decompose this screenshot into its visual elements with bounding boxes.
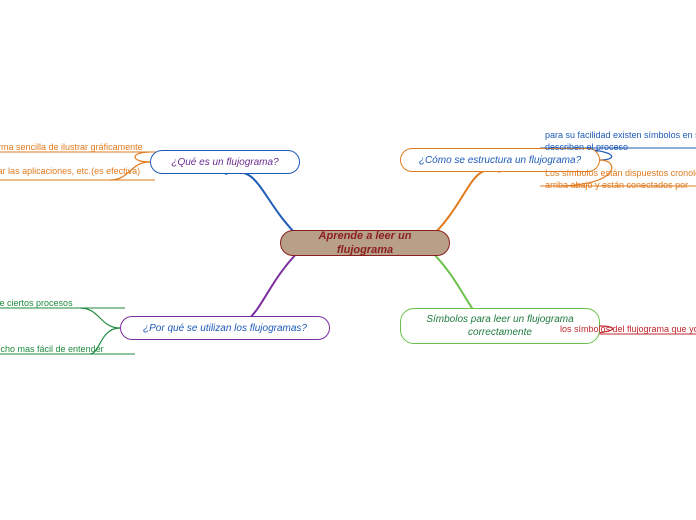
- leaf-text: los se ve mucho mas fácil de entender: [0, 344, 130, 356]
- leaf-text: para ilustrar claramente ciertos proceso…: [0, 298, 120, 310]
- branch-node-por-que[interactable]: ¿Por qué se utilizan los flujogramas?: [120, 316, 330, 340]
- leaf-text: Los símbolos están dispuestos cronológic…: [545, 168, 696, 191]
- leaf-text: los símbolos del flujograma que yo: [560, 324, 696, 336]
- leaf-label: para ilustrar claramente ciertos proceso…: [0, 298, 73, 308]
- leaf-label: los se ve mucho mas fácil de entender: [0, 344, 104, 354]
- center-node[interactable]: Aprende a leer un flujograma: [280, 230, 450, 256]
- leaf-label: una manera de modelar las aplicaciones, …: [0, 166, 140, 176]
- branch-label: ¿Cómo se estructura un flujograma?: [419, 154, 581, 167]
- leaf-label: para su facilidad existen símbolos en su…: [545, 130, 696, 152]
- center-label: Aprende a leer un flujograma: [295, 229, 435, 258]
- leaf-label: los símbolos del flujograma que yo: [560, 324, 696, 334]
- branch-label: ¿Qué es un flujograma?: [171, 156, 278, 169]
- leaf-text: una manera de modelar las aplicaciones, …: [0, 166, 150, 178]
- leaf-label: Los símbolos están dispuestos cronológic…: [545, 168, 696, 190]
- leaf-text: Es una forma sencilla de ilustrar gráfic…: [0, 142, 190, 154]
- leaf-text: para su facilidad existen símbolos en su…: [545, 130, 696, 153]
- connector-layer: [0, 0, 696, 520]
- leaf-label: Es una forma sencilla de ilustrar gráfic…: [0, 142, 143, 152]
- branch-label: ¿Por qué se utilizan los flujogramas?: [143, 322, 307, 335]
